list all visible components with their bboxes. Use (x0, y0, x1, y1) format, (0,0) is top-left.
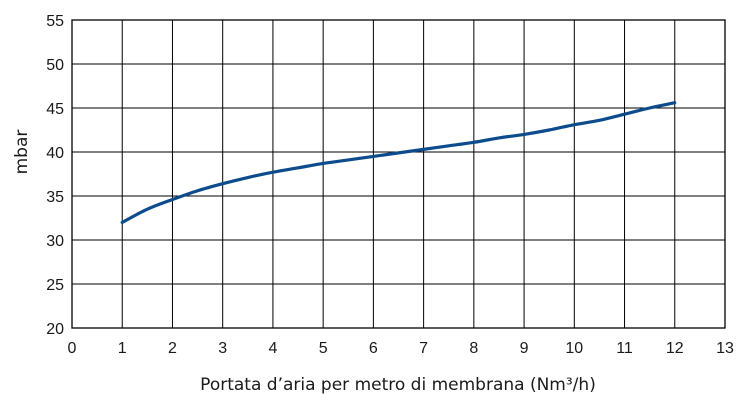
x-axis-title: Portata d’aria per metro di membrana (Nm… (200, 375, 596, 394)
x-tick-label-0: 0 (68, 340, 77, 357)
x-axis-ticks: 0 1 2 3 4 5 6 7 8 9 10 11 12 13 (68, 340, 734, 357)
series-line-group (120, 101, 677, 224)
x-tick-label-2: 2 (168, 340, 177, 357)
y-tick-label-40: 40 (46, 145, 64, 162)
y-tick-label-55: 55 (46, 13, 64, 30)
x-tick-label-8: 8 (469, 340, 478, 357)
y-tick-label-35: 35 (46, 189, 64, 206)
y-tick-label-20: 20 (46, 321, 64, 338)
x-tick-label-10: 10 (565, 340, 583, 357)
x-tick-label-1: 1 (118, 340, 127, 357)
x-tick-label-13: 13 (716, 340, 734, 357)
y-tick-label-25: 25 (46, 277, 64, 294)
x-tick-label-9: 9 (520, 340, 529, 357)
y-tick-label-30: 30 (46, 233, 64, 250)
y-axis-ticks: 20 25 30 35 40 45 50 55 (46, 13, 64, 338)
x-tick-label-7: 7 (419, 340, 428, 357)
series-line (120, 101, 677, 224)
x-tick-label-11: 11 (616, 340, 633, 357)
y-tick-label-45: 45 (46, 101, 64, 118)
grid-lines (72, 20, 725, 328)
x-tick-label-4: 4 (268, 340, 277, 357)
x-tick-label-5: 5 (319, 340, 328, 357)
y-tick-label-50: 50 (46, 57, 64, 74)
x-tick-label-6: 6 (369, 340, 378, 357)
x-tick-label-3: 3 (218, 340, 227, 357)
x-tick-label-12: 12 (666, 340, 684, 357)
plot-frame (71, 19, 726, 329)
plot-border (71, 19, 726, 329)
y-axis-title: mbar (12, 130, 32, 175)
